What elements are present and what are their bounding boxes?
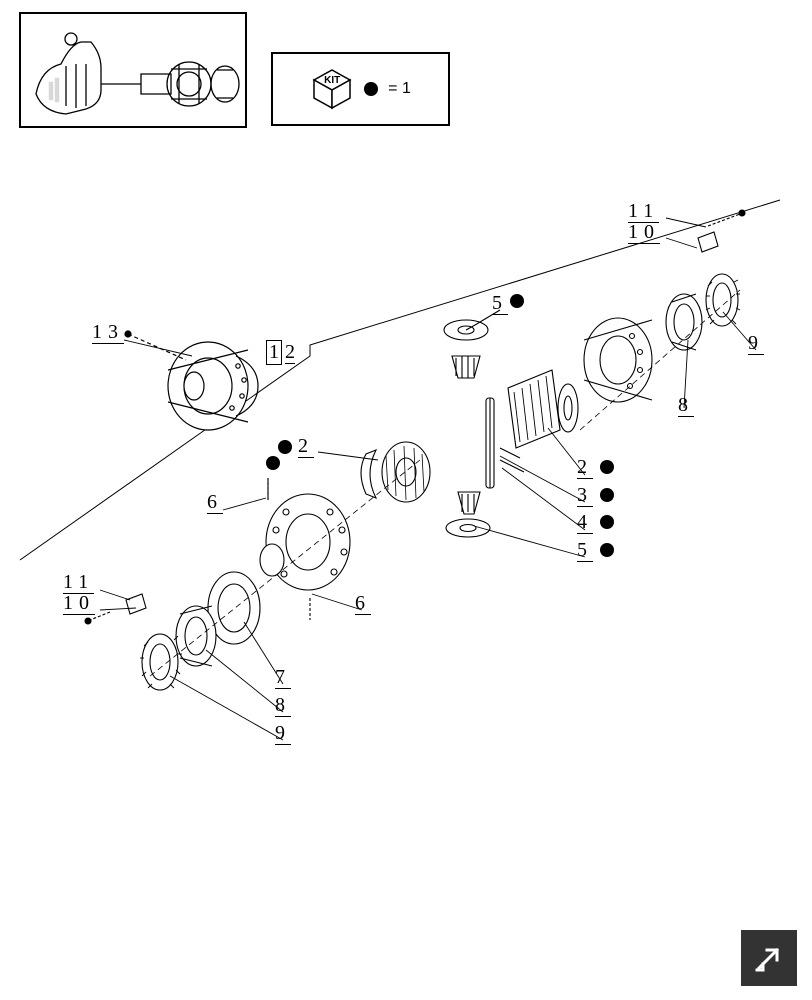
callout-2-right: 2: [577, 456, 593, 479]
kit-dot-3: [600, 488, 614, 502]
callout-6-upper: 6: [207, 491, 223, 514]
callout-3: 3: [577, 484, 593, 507]
callout-8-upper: 8: [678, 394, 694, 417]
kit-dot-5a: [510, 294, 524, 308]
callout-4: 4: [577, 511, 593, 534]
callout-12: 12: [266, 340, 295, 365]
next-page-button[interactable]: [741, 930, 797, 986]
callout-9-upper: 9: [748, 332, 764, 355]
callout-8-lower: 8: [275, 694, 291, 717]
callout-7: 7: [275, 666, 291, 689]
kit-dot-4: [600, 515, 614, 529]
callout-10-upper: 10: [628, 221, 660, 244]
callout-2-left: 2: [298, 435, 314, 458]
callout-10-lower: 10: [63, 592, 95, 615]
callout-11-upper: 11: [628, 200, 659, 223]
callout-9-lower: 9: [275, 722, 291, 745]
callout-6-lower: 6: [355, 592, 371, 615]
callout-5-upper: 5: [492, 292, 508, 315]
kit-dot-2r: [600, 460, 614, 474]
kit-dot-2-left1: [278, 440, 292, 454]
kit-dot-5b: [600, 543, 614, 557]
arrow-up-right-icon: [749, 938, 789, 978]
exploded-diagram: [0, 0, 812, 1000]
callout-5-lower: 5: [577, 539, 593, 562]
callout-13: 13: [92, 321, 124, 344]
kit-dot-2-left2: [266, 456, 280, 470]
callout-11-lower: 11: [63, 571, 94, 594]
